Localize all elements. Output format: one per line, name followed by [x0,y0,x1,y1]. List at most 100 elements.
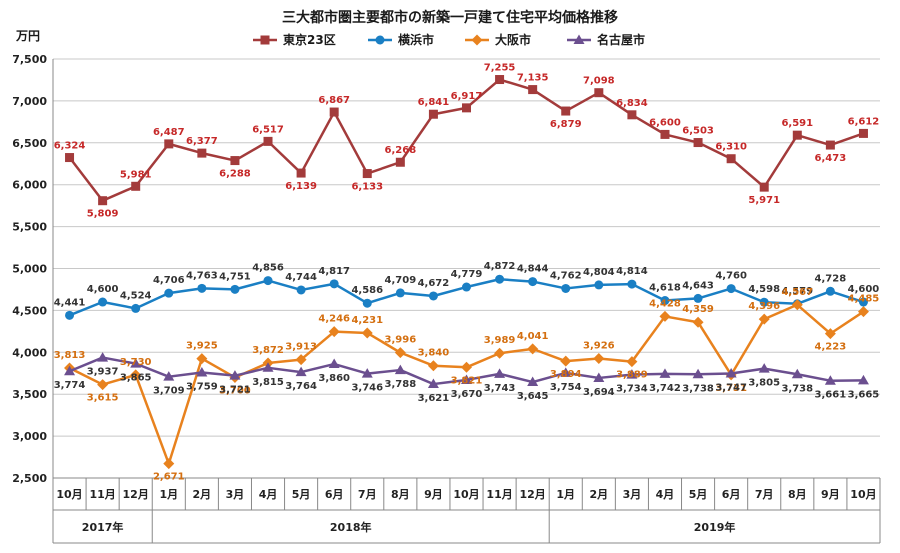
data-point [131,303,141,313]
data-point [824,375,836,385]
x-tick-label: 5月 [689,488,708,501]
data-point [362,169,372,179]
legend-marker [260,35,270,45]
legend: 東京23区 横浜市 大阪市 名古屋市 [253,32,645,47]
data-label: 6,879 [550,119,582,130]
data-label: 6,288 [219,169,251,180]
data-point [361,368,373,378]
data-point [825,140,835,150]
x-tick-label: 7月 [358,488,377,501]
data-point [131,181,141,191]
x-tick-label: 10月 [56,488,82,501]
data-point [791,299,803,311]
data-point [163,371,175,381]
data-point [528,277,538,287]
data-point [462,103,471,113]
data-point [693,138,703,148]
data-label: 4,760 [715,271,747,282]
x-tick-label: 5月 [292,488,311,501]
data-label: 4,844 [517,264,549,275]
legend-label: 横浜市 [398,32,434,47]
y-tick-label: 6,500 [12,137,47,150]
data-label: 6,591 [781,118,813,129]
data-point [197,148,207,158]
data-label: 3,821 [451,375,483,386]
data-label: 4,804 [583,267,615,278]
data-label: 4,598 [748,284,780,295]
data-point [64,365,76,376]
data-point [660,129,670,139]
data-label: 3,746 [351,383,383,394]
data-point [495,274,505,284]
data-label: 3,815 [252,377,284,388]
data-label: 3,840 [418,348,450,359]
x-tick-label: 8月 [391,488,410,501]
data-label: 3,788 [385,379,417,390]
data-label: 3,894 [550,369,582,380]
legend-label: 大阪市 [495,32,531,47]
data-point [395,157,405,167]
data-label: 3,889 [616,370,648,381]
data-point [329,107,339,117]
data-label: 4,396 [748,301,780,312]
data-label: 3,913 [285,342,317,353]
gridlines [53,58,880,479]
data-point [527,343,539,355]
legend-label: 名古屋市 [597,32,645,47]
data-point [427,360,439,372]
data-label: 3,925 [186,341,218,352]
data-label: 6,487 [153,127,185,138]
x-tick-label: 6月 [722,488,741,501]
data-point [857,306,869,318]
x-tick-label: 1月 [556,488,575,501]
data-point [627,279,637,289]
data-point [296,168,306,178]
data-point [296,285,306,295]
data-label: 7,135 [517,73,549,84]
data-label: 6,324 [54,141,86,152]
data-label: 6,268 [385,145,417,156]
data-point [858,128,868,138]
data-point [593,372,605,382]
x-tick-label: 12月 [520,488,546,501]
data-point [758,363,770,373]
legend-label: 東京23区 [283,32,336,47]
data-label: 4,600 [87,284,119,295]
data-point [659,368,671,378]
legend-marker [375,35,385,45]
data-point [65,310,75,320]
data-point [164,288,174,298]
data-label: 4,779 [451,269,483,280]
data-label: 6,139 [285,181,317,192]
data-label: 4,485 [848,294,880,305]
x-tick-label: 2月 [589,488,608,501]
y-tick-label: 7,000 [12,95,47,108]
y-tick-label: 5,500 [12,221,47,234]
data-point [230,156,240,166]
data-point [494,368,506,378]
data-label: 3,615 [87,393,119,404]
data-point [528,85,538,95]
data-point [328,358,340,369]
data-label: 6,133 [351,182,383,193]
data-label: 4,709 [385,275,417,286]
data-point [759,297,769,307]
data-label: 6,600 [649,117,681,128]
data-label: 4,744 [285,272,317,283]
y-axis: 2,500 3,000 3,500 4,000 4,500 5,000 5,500 6,000… [12,53,54,485]
data-label: 3,774 [54,380,86,391]
data-label: 4,579 [781,286,813,297]
y-tick-label: 7,500 [12,53,47,66]
x-tick-label: 10月 [453,488,479,501]
data-label: 3,759 [186,381,218,392]
data-label: 4,231 [351,315,383,326]
data-label: 3,709 [153,386,185,397]
data-label: 3,865 [120,373,152,384]
chart-title: 三大都市圏主要都市の新築一戸建て住宅平均価格推移 [282,9,618,26]
data-point [362,298,372,308]
data-point [65,153,75,163]
x-tick-label: 2月 [193,488,212,501]
x-tick-label: 7月 [755,488,774,501]
y-tick-label: 6,000 [12,179,47,192]
data-label: 6,867 [318,95,350,106]
